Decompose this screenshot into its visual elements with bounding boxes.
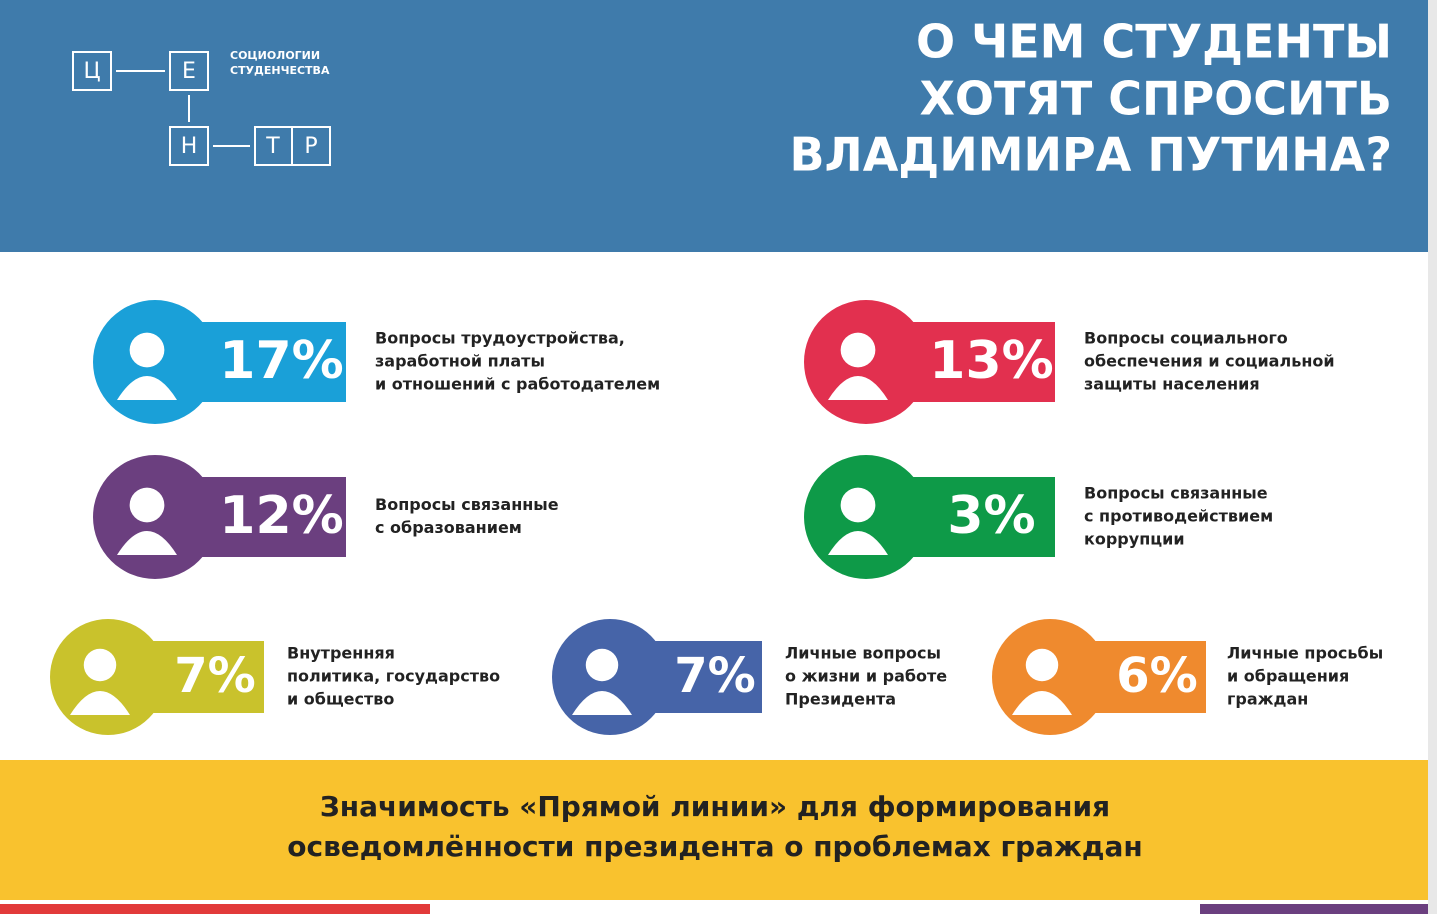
- item-label: Президента: [785, 690, 896, 709]
- icon: [585, 648, 619, 682]
- percent: 13%: [929, 331, 1053, 391]
- badge-bar: [104, 641, 264, 713]
- percent: 3%: [947, 486, 1035, 546]
- badge-bar: [150, 477, 346, 557]
- item-label: Вопросы связанные: [1084, 484, 1268, 503]
- logo-letter: Н: [181, 134, 198, 159]
- logo-letter: Ц: [83, 59, 100, 84]
- item-label: Вопросы связанные: [375, 495, 559, 514]
- item-label: Вопросы трудоустройства,: [375, 329, 625, 348]
- badge-bar: [150, 322, 346, 402]
- item-label: Личные вопросы: [785, 644, 941, 663]
- icon: [828, 531, 888, 555]
- bottom-strip: [0, 904, 430, 914]
- item-label: политика, государство: [287, 667, 500, 686]
- percent: 6%: [1116, 648, 1198, 704]
- icon: [1025, 648, 1059, 682]
- percent: 7%: [674, 648, 756, 704]
- percent: 12%: [219, 486, 343, 546]
- header-band: [0, 0, 1428, 252]
- icon: [83, 648, 117, 682]
- item-label: и отношений с работодателем: [375, 375, 660, 394]
- icon: [828, 376, 888, 400]
- logo-letter: Е: [182, 59, 196, 84]
- item-label: о жизни и работе: [785, 667, 947, 686]
- item-label: граждан: [1227, 690, 1308, 709]
- logo: [72, 51, 331, 166]
- icon: [840, 487, 876, 523]
- item-label: заработной платы: [375, 352, 545, 371]
- item-label: обеспечения и социальной: [1084, 352, 1335, 371]
- icon: [117, 376, 177, 400]
- badge-bar: [606, 641, 762, 713]
- item-label: коррупции: [1084, 530, 1185, 549]
- icon: [129, 487, 165, 523]
- icon: [70, 691, 130, 715]
- logo-text: СТУДЕНЧЕСТВА: [230, 64, 330, 77]
- icon: [129, 332, 165, 368]
- badge-bar: [860, 322, 1055, 402]
- logo-letter: Т: [265, 134, 280, 159]
- item-label: Личные просьбы: [1227, 644, 1383, 663]
- icon: [1012, 691, 1072, 715]
- item-label: с образованием: [375, 518, 522, 537]
- logo-text: СОЦИОЛОГИИ: [230, 49, 320, 62]
- logo-letter: Р: [304, 134, 317, 159]
- badge-bar: [1046, 641, 1206, 713]
- item-label: Вопросы социального: [1084, 329, 1288, 348]
- icon: [117, 531, 177, 555]
- item-label: с противодействием: [1084, 507, 1273, 526]
- footer-band: [0, 760, 1428, 900]
- footer-title: осведомлённости президента о проблемах г…: [287, 830, 1143, 863]
- edge: [1428, 0, 1437, 914]
- title: О ЧЕМ СТУДЕНТЫ: [916, 15, 1392, 69]
- icon: [840, 332, 876, 368]
- icon: [572, 691, 632, 715]
- percent: 17%: [219, 331, 343, 391]
- badge-bar: [860, 477, 1055, 557]
- percent: 7%: [174, 648, 256, 704]
- item-label: и обращения: [1227, 667, 1349, 686]
- title: ХОТЯТ СПРОСИТЬ: [919, 72, 1392, 126]
- bottom-strip: [1200, 904, 1437, 914]
- title: ВЛАДИМИРА ПУТИНА?: [789, 128, 1392, 182]
- item-label: защиты населения: [1084, 375, 1260, 394]
- item-label: Внутренняя: [287, 644, 395, 663]
- item-label: и общество: [287, 690, 394, 709]
- footer-title: Значимость «Прямой линии» для формирован…: [320, 790, 1110, 823]
